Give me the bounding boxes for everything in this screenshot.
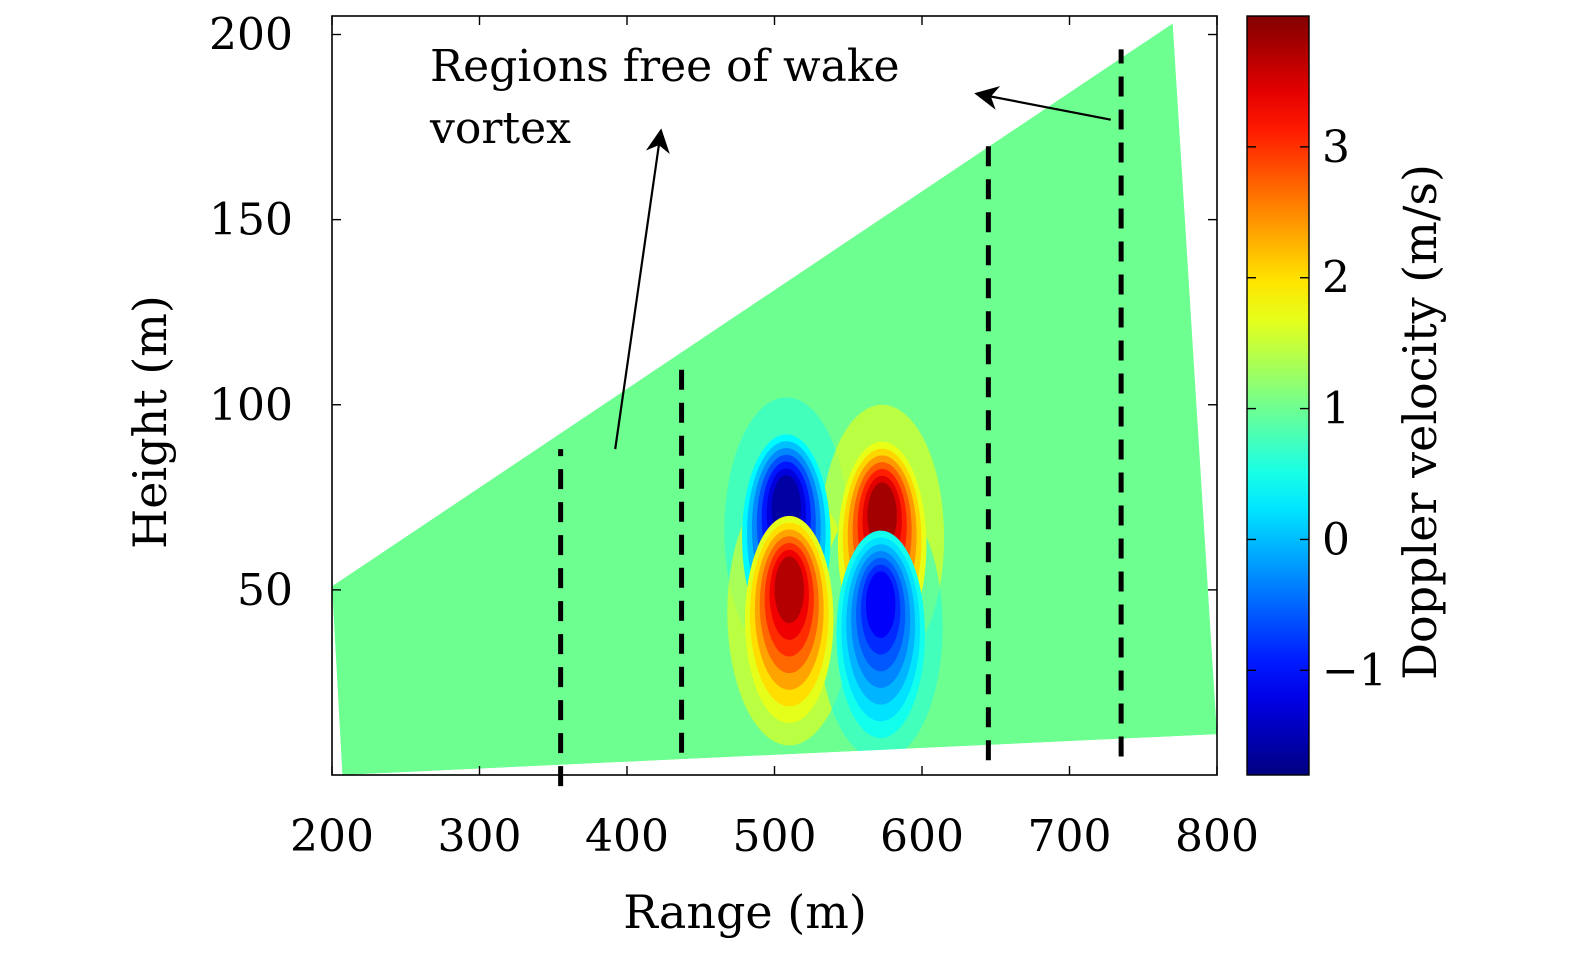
- colorbar-tick-label: 0: [1322, 514, 1350, 565]
- annotation-arrow-1: [974, 85, 1112, 121]
- colorbar-tick-label: 2: [1322, 253, 1350, 304]
- x-tick-label: 500: [733, 811, 817, 862]
- y-tick-label: 200: [209, 10, 293, 61]
- x-tick-label: 700: [1028, 811, 1112, 862]
- colorbar-gradient: [1246, 15, 1310, 776]
- y-axis-label: Height (m): [123, 295, 177, 549]
- axis-ticks: 200 300 400 500 600 700 800 50 100 150 200: [209, 10, 1259, 862]
- y-tick-label: 100: [209, 380, 293, 431]
- x-tick-label: 300: [438, 811, 522, 862]
- annotation-arrow-0: [614, 128, 670, 450]
- y-tick-label: 50: [237, 565, 293, 616]
- colorbar-tick-label: 3: [1322, 122, 1350, 173]
- colorbar-label: Doppler velocity (m/s): [1393, 164, 1447, 680]
- colorbar-tick-label: −1: [1322, 645, 1387, 696]
- dashed-lines: [558, 49, 1124, 787]
- x-axis-label: Range (m): [623, 885, 867, 939]
- annotation-text: Regions free of wake: [430, 41, 900, 92]
- x-tick-label: 600: [880, 811, 964, 862]
- annotation-text: vortex: [429, 103, 571, 154]
- colorbar-tick-label: 1: [1322, 384, 1350, 435]
- y-tick-label: 150: [209, 195, 293, 246]
- x-tick-label: 400: [585, 811, 669, 862]
- x-tick-label: 800: [1175, 811, 1259, 862]
- heatmap-background: [332, 23, 1217, 775]
- x-tick-label: 200: [290, 811, 374, 862]
- vortex-contour-3-6: [865, 571, 896, 639]
- heatmap-field: [332, 23, 1217, 775]
- vortex-contour-2-6: [774, 556, 804, 624]
- colorbar: −1 0 1 2 3: [1246, 15, 1387, 776]
- annotation-group: Regions free of wake vortex: [429, 41, 1112, 450]
